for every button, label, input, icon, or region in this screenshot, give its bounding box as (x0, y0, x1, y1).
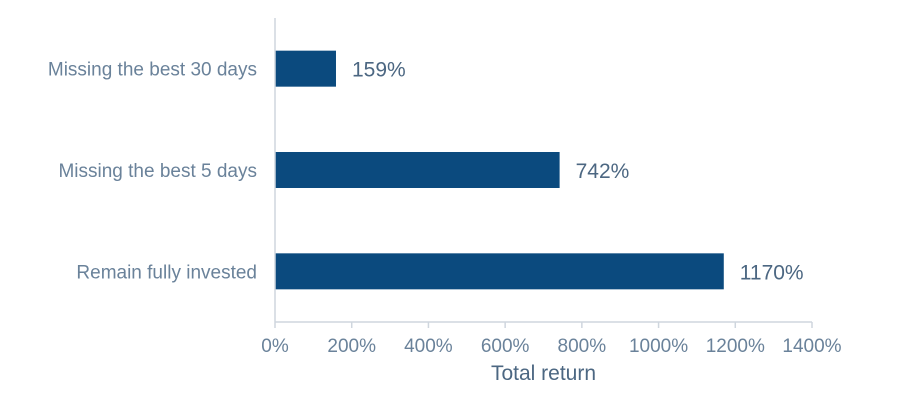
value-label-0: 159% (352, 59, 406, 82)
axes-group (274, 18, 813, 328)
category-label-1: Missing the best 5 days (58, 161, 257, 182)
x-tick-label-3: 600% (481, 336, 530, 357)
x-tick-label-6: 1200% (706, 336, 765, 357)
value-label-2: 1170% (740, 261, 804, 284)
bar-1 (275, 152, 560, 188)
x-tick-label-4: 800% (558, 336, 607, 357)
category-labels-group: Missing the best 30 days Missing the best… (48, 60, 257, 284)
tick-labels-group: 0% 200% 400% 600% 800% 1000% 1200% 1400% (261, 336, 841, 357)
bar-0 (275, 50, 336, 87)
value-label-1: 742% (576, 160, 630, 183)
category-label-2: Remain fully invested (76, 262, 257, 283)
x-tick-label-0: 0% (261, 336, 289, 357)
bars-group (275, 50, 724, 290)
x-tick-label-1: 200% (327, 336, 376, 357)
bar-2 (275, 253, 724, 290)
x-tick-label-5: 1000% (629, 336, 688, 357)
x-tick-label-7: 1400% (782, 336, 841, 357)
category-label-0: Missing the best 30 days (48, 60, 257, 81)
x-axis-title: Total return (491, 362, 596, 385)
x-tick-label-2: 400% (404, 336, 453, 357)
value-labels-group: 159% 742% 1170% (352, 59, 804, 285)
